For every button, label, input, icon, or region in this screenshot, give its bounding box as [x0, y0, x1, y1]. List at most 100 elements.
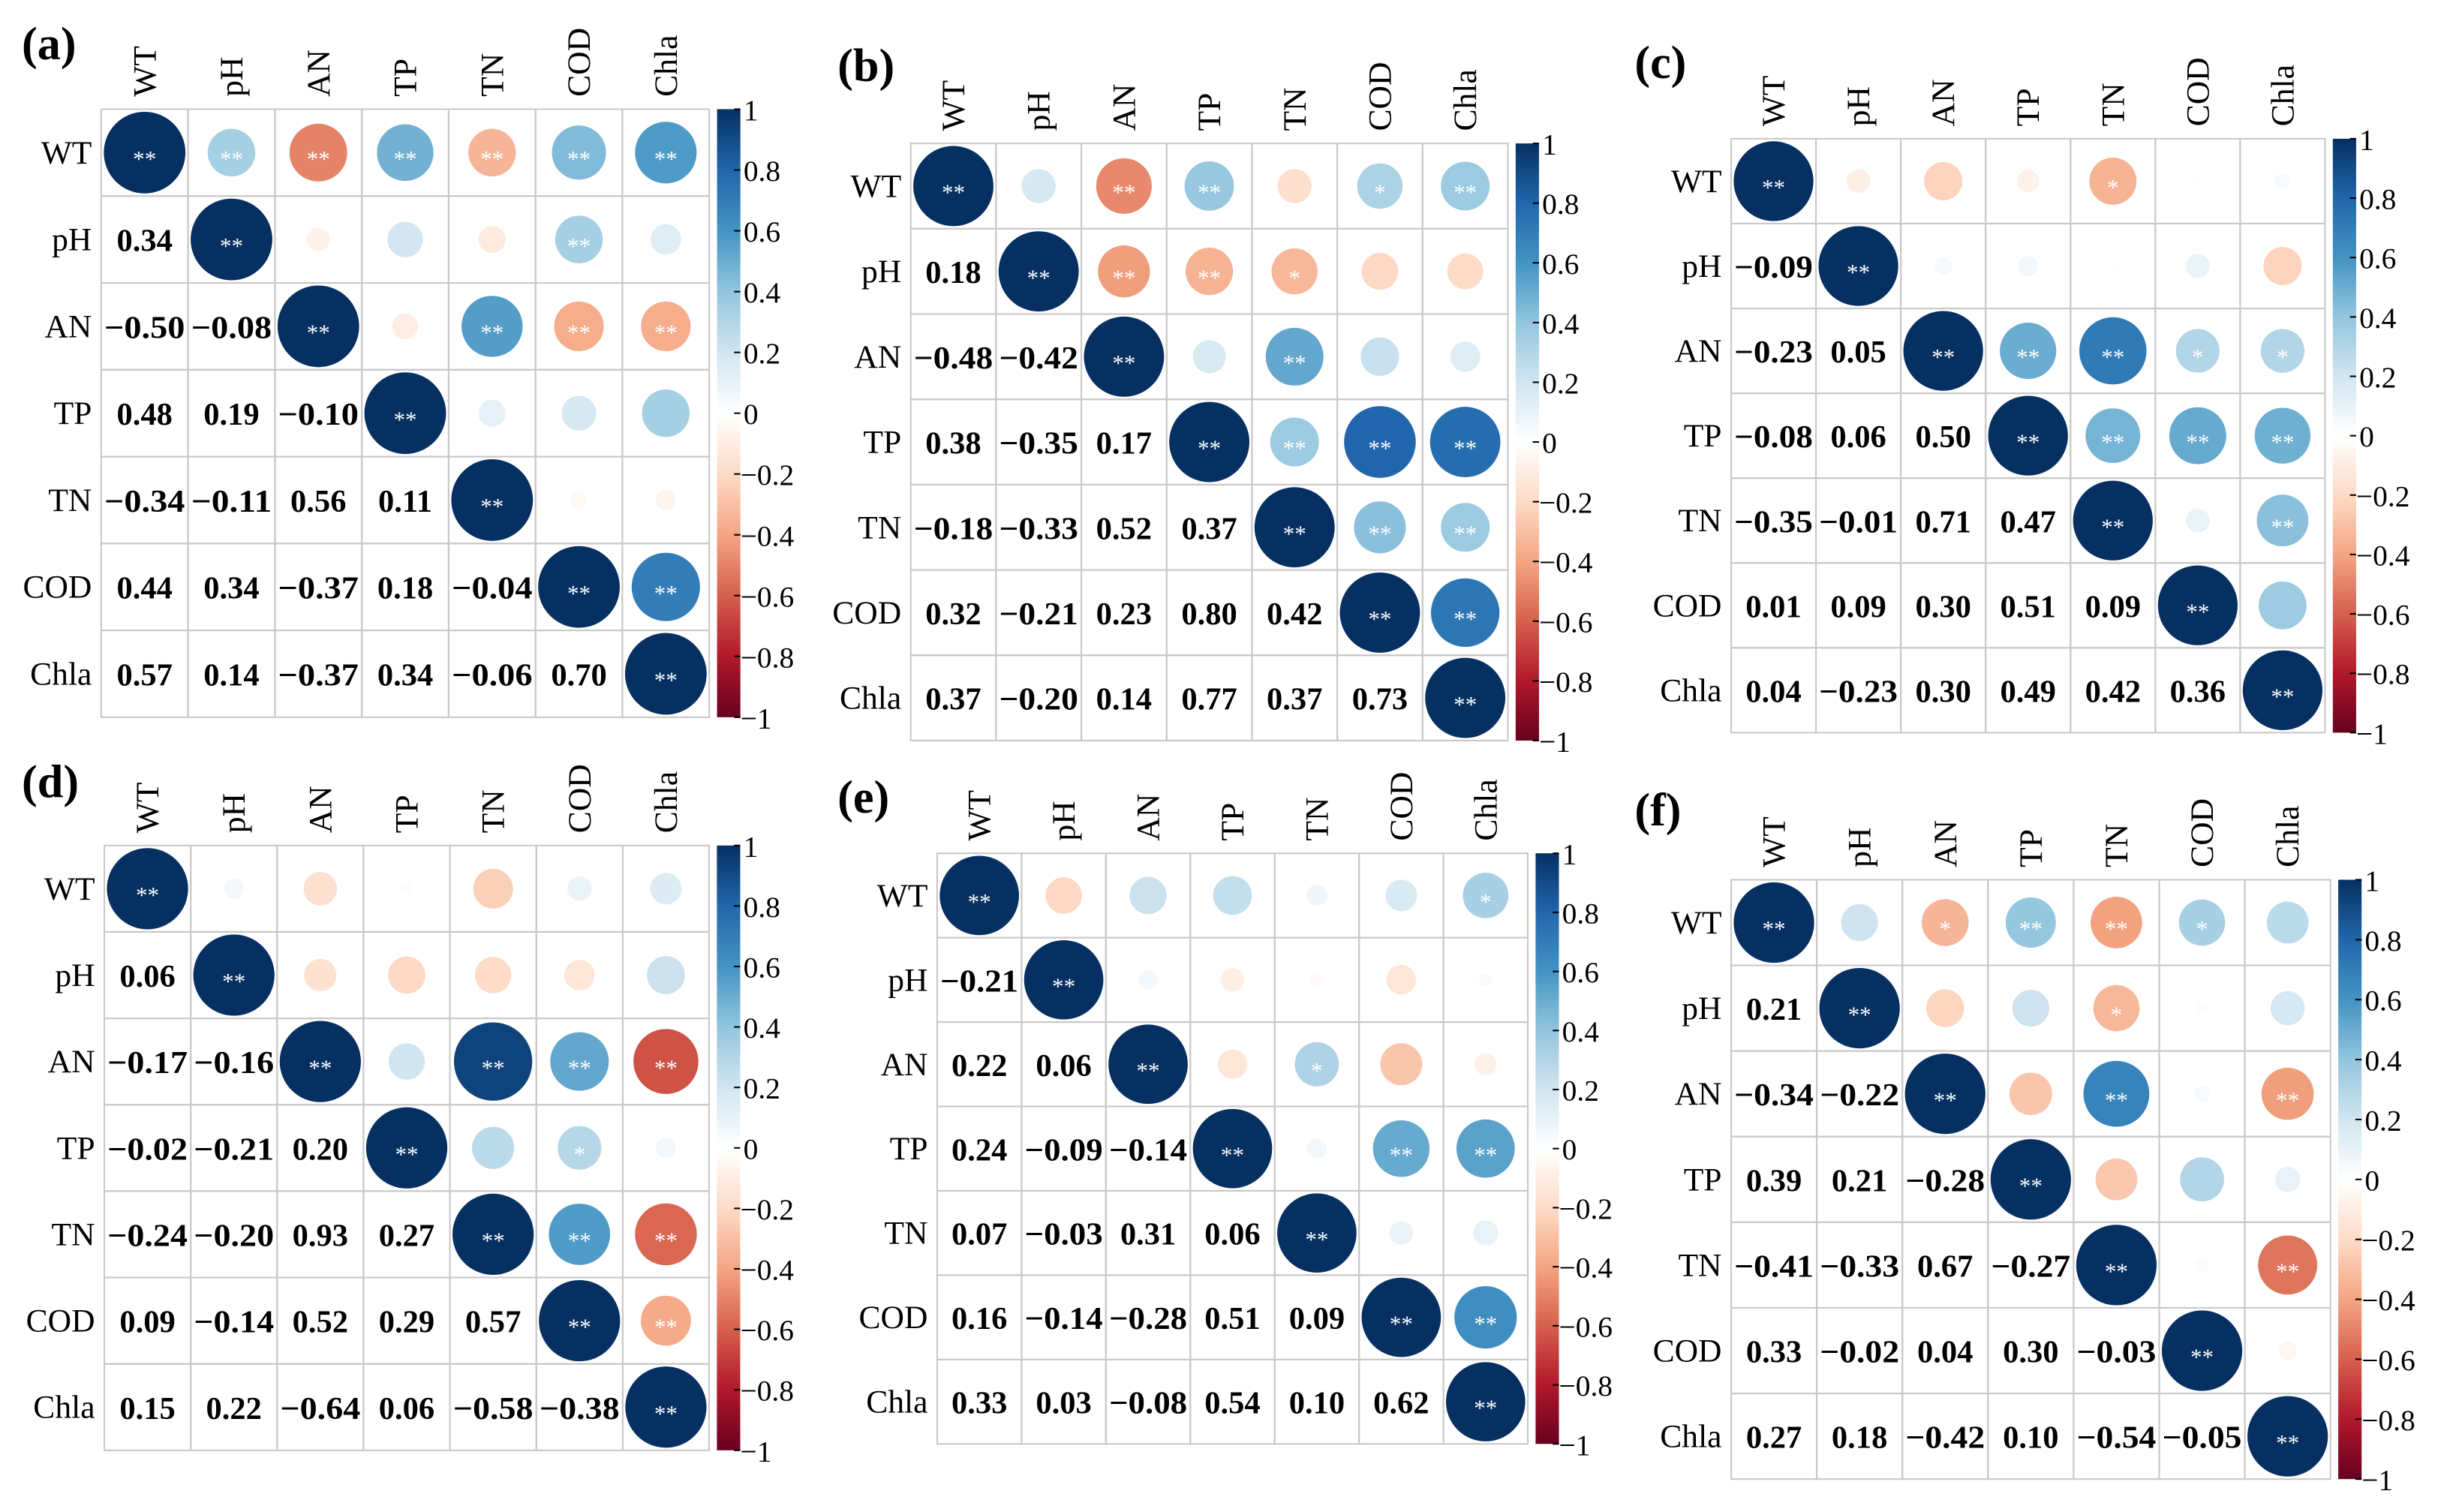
row-label: pH	[888, 962, 927, 998]
correlation-value: −0.06	[452, 658, 532, 693]
correlation-circle	[2193, 1085, 2211, 1102]
colorbar-tick-label: 0.2	[1562, 1075, 1599, 1108]
row-label: pH	[1682, 248, 1721, 284]
correlation-circle	[1462, 873, 1509, 918]
correlation-value: 0.38	[925, 426, 981, 461]
significance-marker: **	[482, 1054, 505, 1081]
colorbar-tick-label: 0	[744, 1132, 759, 1165]
correlation-circle	[1360, 337, 1399, 376]
correlation-value: 0.20	[293, 1132, 348, 1167]
row-label: TP	[1684, 418, 1722, 454]
correlation-value: 0.52	[1096, 511, 1152, 546]
correlation-value: 0.37	[1181, 511, 1237, 546]
column-label: TN	[1277, 87, 1313, 131]
column-label: Chla	[1468, 779, 1504, 840]
panel-label: (b)	[837, 41, 894, 92]
correlation-value: 0.73	[1352, 682, 1408, 717]
correlation-circle	[224, 879, 244, 899]
correlation-circle	[2009, 1072, 2052, 1116]
correlation-circle	[1441, 503, 1490, 552]
correlation-value: −0.14	[1109, 1132, 1187, 1168]
significance-marker: **	[1283, 350, 1306, 376]
correlation-value: −0.14	[1025, 1301, 1103, 1336]
correlation-value: −0.08	[1109, 1386, 1187, 1421]
correlation-circle	[1924, 161, 1963, 200]
row-label: WT	[1671, 905, 1722, 941]
correlation-circle	[1473, 1220, 1499, 1246]
correlation-circle	[2089, 158, 2137, 205]
row-label: AN	[854, 339, 901, 375]
correlation-circle	[306, 227, 330, 251]
correlation-circle	[207, 128, 256, 177]
correlation-circle	[1277, 1193, 1357, 1273]
correlation-circle	[1213, 876, 1252, 915]
correlation-circle	[570, 491, 588, 509]
correlation-value: 0.77	[1181, 682, 1237, 717]
correlation-circle	[107, 848, 188, 930]
correlation-circle	[364, 372, 446, 455]
colorbar-tick-label: 0.2	[2364, 1104, 2401, 1137]
correlation-circle	[1921, 899, 1969, 946]
correlation-circle	[1192, 1108, 1273, 1189]
significance-marker: **	[1368, 520, 1391, 546]
column-label: TN	[1299, 798, 1335, 841]
colorbar-tick-label: 0.6	[1562, 956, 1599, 989]
correlation-circle	[1733, 141, 1814, 221]
correlation-circle	[539, 1279, 621, 1362]
correlation-value: −0.14	[194, 1305, 274, 1340]
correlation-circle	[641, 1295, 691, 1346]
correlation-circle	[1447, 253, 1484, 290]
correlation-value: −0.09	[1025, 1132, 1103, 1168]
significance-marker: **	[567, 146, 591, 172]
colorbar-tick-label: −0.6	[1539, 606, 1592, 639]
colorbar-tick-label: −1	[740, 1435, 771, 1468]
significance-marker: **	[2105, 1258, 2128, 1285]
significance-marker: *	[1480, 888, 1492, 915]
correlation-circle	[1024, 939, 1104, 1020]
colorbar-tick-label: −0.6	[741, 580, 794, 613]
correlation-circle	[1192, 340, 1226, 374]
column-label: Chla	[1447, 69, 1484, 131]
significance-marker: **	[2101, 344, 2124, 370]
correlation-value: −0.01	[1819, 504, 1898, 540]
column-label: WT	[127, 46, 163, 97]
significance-marker: **	[1934, 1087, 1957, 1113]
correlation-circle	[1372, 1120, 1430, 1177]
significance-marker: **	[1305, 1226, 1328, 1252]
correlation-value: 0.16	[951, 1301, 1007, 1336]
colorbar-tick-label: −0.4	[2356, 539, 2410, 572]
colorbar-tick-label: 0.4	[2359, 302, 2397, 335]
significance-marker: **	[1847, 259, 1870, 285]
correlation-circle	[1354, 501, 1406, 554]
significance-marker: **	[220, 146, 243, 172]
correlation-value: 0.57	[465, 1305, 521, 1340]
significance-marker: **	[1027, 264, 1051, 290]
significance-marker: **	[654, 1054, 678, 1081]
correlation-value: 0.32	[925, 597, 981, 632]
correlation-circle	[655, 490, 676, 510]
significance-marker: **	[480, 320, 504, 346]
column-label: COD	[2184, 798, 2220, 867]
correlation-circle	[1430, 578, 1500, 648]
correlation-circle	[1344, 406, 1416, 478]
correlation-circle	[2076, 1225, 2157, 1306]
matrix-cell	[2239, 647, 2326, 734]
significance-marker: **	[654, 146, 678, 172]
correlation-circle	[453, 1022, 533, 1101]
significance-marker: **	[1762, 915, 1785, 942]
correlation-value: 0.30	[1915, 589, 1971, 624]
significance-marker: **	[1198, 179, 1221, 206]
matrix-cell	[621, 1363, 711, 1451]
column-label: COD	[2180, 57, 2216, 126]
correlation-circle	[1450, 341, 1481, 372]
column-label: TN	[474, 53, 510, 97]
significance-marker: **	[567, 233, 591, 259]
correlation-value: 0.93	[293, 1218, 348, 1253]
correlation-value: −0.04	[452, 571, 532, 606]
row-label: AN	[881, 1047, 928, 1083]
correlation-circle	[2254, 407, 2311, 464]
correlation-circle	[549, 1204, 611, 1265]
colorbar-tick-label: 1	[2364, 864, 2379, 897]
correlation-circle	[1339, 572, 1420, 653]
